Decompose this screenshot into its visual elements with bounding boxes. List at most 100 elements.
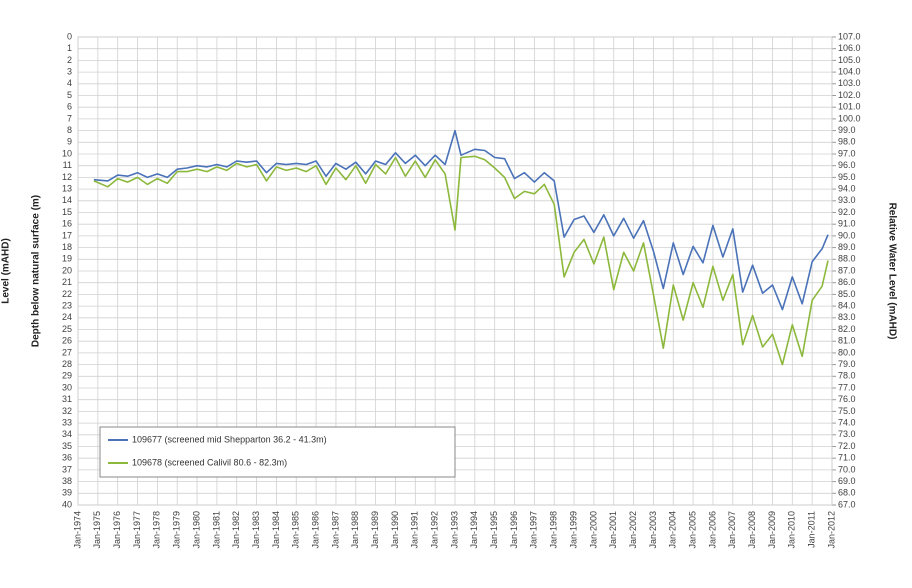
y-tick-label: 40 (62, 499, 72, 509)
x-tick-label: Jan-2001 (608, 511, 618, 549)
x-tick-label: Jan-1978 (152, 511, 162, 549)
y2-tick-label: 90.0 (838, 230, 856, 240)
y2-tick-label: 92.0 (838, 207, 856, 217)
y-tick-label: 4 (67, 78, 72, 88)
y-tick-label: 20 (62, 265, 72, 275)
x-tick-label: Jan-1988 (350, 511, 360, 549)
y-tick-label: 19 (62, 254, 72, 264)
y-tick-label: 24 (62, 312, 72, 322)
y2-tick-label: 73.0 (838, 429, 856, 439)
x-tick-label: Jan-1986 (310, 511, 320, 549)
y-tick-label: 35 (62, 441, 72, 451)
x-tick-label: Jan-1980 (191, 511, 201, 549)
y-tick-label: 12 (62, 172, 72, 182)
x-tick-label: Jan-1993 (449, 511, 459, 549)
y-tick-label: 38 (62, 476, 72, 486)
x-tick-label: Jan-1991 (410, 511, 420, 549)
y-tick-label: 17 (62, 230, 72, 240)
y2-tick-label: 101.0 (838, 102, 861, 112)
y2-tick-label: 91.0 (838, 219, 856, 229)
y-tick-label: 31 (62, 394, 72, 404)
y2-tick-label: 105.0 (838, 55, 861, 65)
x-tick-label: Jan-2005 (687, 511, 697, 549)
legend-label: 109678 (screened Calivil 80.6 - 82.3m) (132, 457, 287, 467)
legend-box (99, 426, 456, 478)
y2-tick-label: 69.0 (838, 476, 856, 486)
y2-tick-label: 89.0 (838, 242, 856, 252)
x-tick-label: Jan-2011 (807, 511, 817, 548)
y-tick-label: 15 (62, 207, 72, 217)
y2-tick-label: 97.0 (838, 148, 856, 158)
y-tick-label: 2 (67, 55, 72, 65)
y-tick-label: 39 (62, 488, 72, 498)
y2-tick-label: 107.0 (838, 31, 861, 41)
legend-label: 109677 (screened mid Shepparton 36.2 - 4… (132, 434, 327, 444)
y-tick-label: 36 (62, 453, 72, 463)
y-tick-label: 18 (62, 242, 72, 252)
y-tick-label: 11 (63, 160, 72, 170)
y-tick-label: 22 (62, 289, 72, 299)
y2-tick-label: 98.0 (838, 137, 856, 147)
x-tick-label: Jan-1987 (330, 511, 340, 549)
y2-tick-label: 103.0 (838, 78, 861, 88)
y2-tick-label: 93.0 (838, 195, 856, 205)
y-tick-label: 10 (62, 148, 72, 158)
x-tick-label: Jan-2007 (727, 511, 737, 549)
y-tick-label: 25 (62, 324, 72, 334)
y2-tick-label: 99.0 (838, 125, 856, 135)
y2-tick-label: 76.0 (838, 394, 856, 404)
x-tick-label: Jan-1998 (549, 511, 559, 549)
y2-tick-label: 104.0 (838, 66, 861, 76)
y2-tick-label: 88.0 (838, 254, 856, 264)
y2-tick-label: 77.0 (838, 382, 856, 392)
x-tick-label: Jan-1979 (172, 511, 182, 549)
x-tick-label: Jan-2009 (767, 511, 777, 549)
y2-tick-label: 74.0 (838, 417, 856, 427)
y-tick-label: 16 (62, 219, 72, 229)
y-tick-label: 37 (62, 464, 72, 474)
y-tick-label: 6 (67, 102, 72, 112)
y-tick-label: 28 (62, 359, 72, 369)
x-tick-label: Jan-1985 (291, 511, 301, 549)
x-tick-label: Jan-1990 (390, 511, 400, 549)
y2-tick-label: 75.0 (838, 406, 856, 416)
series-line (93, 155, 829, 366)
x-tick-label: Jan-2010 (787, 511, 797, 549)
y-tick-label: 29 (62, 371, 72, 381)
y2-tick-label: 100.0 (838, 113, 861, 123)
legend: 109677 (screened mid Shepparton 36.2 - 4… (99, 426, 456, 478)
y2-tick-label: 68.0 (838, 488, 856, 498)
y2-tick-label: 67.0 (838, 499, 856, 509)
y2-tick-label: 82.0 (838, 324, 856, 334)
x-tick-label: Jan-1982 (231, 511, 241, 549)
y2-tick-label: 81.0 (838, 336, 856, 346)
x-tick-label: Jan-1999 (568, 511, 578, 549)
x-tick-label: Jan-1989 (370, 511, 380, 549)
x-tick-label: Jan-2012 (826, 511, 836, 549)
y2-tick-label: 72.0 (838, 441, 856, 451)
y-tick-label: 34 (62, 429, 72, 439)
x-tick-label: Jan-1995 (489, 511, 499, 549)
x-tick-label: Jan-1977 (132, 511, 142, 549)
y-tick-label: 21 (62, 277, 72, 287)
y-tick-label: 14 (62, 195, 72, 205)
y2-tick-label: 94.0 (838, 183, 856, 193)
x-tick-label: Jan-1975 (92, 511, 102, 549)
x-tick-label: Jan-2000 (588, 511, 598, 549)
y2-tick-label: 84.0 (838, 300, 856, 310)
annotation: Level (mAHD) (1, 238, 12, 304)
y-tick-label: 27 (62, 347, 72, 357)
x-tick-label: Jan-2004 (668, 511, 678, 549)
x-tick-label: Jan-2006 (707, 511, 717, 549)
x-tick-label: Jan-1984 (271, 511, 281, 549)
y2-tick-label: 106.0 (838, 43, 861, 53)
y2-tick-label: 96.0 (838, 160, 856, 170)
y2-tick-label: 85.0 (838, 289, 856, 299)
x-tick-label: Jan-2002 (628, 511, 638, 549)
y2-tick-label: 86.0 (838, 277, 856, 287)
y-tick-label: 26 (62, 336, 72, 346)
y2-tick-label: 71.0 (838, 453, 856, 463)
x-tick-label: Jan-1992 (430, 511, 440, 549)
x-tick-label: Jan-2008 (747, 511, 757, 549)
